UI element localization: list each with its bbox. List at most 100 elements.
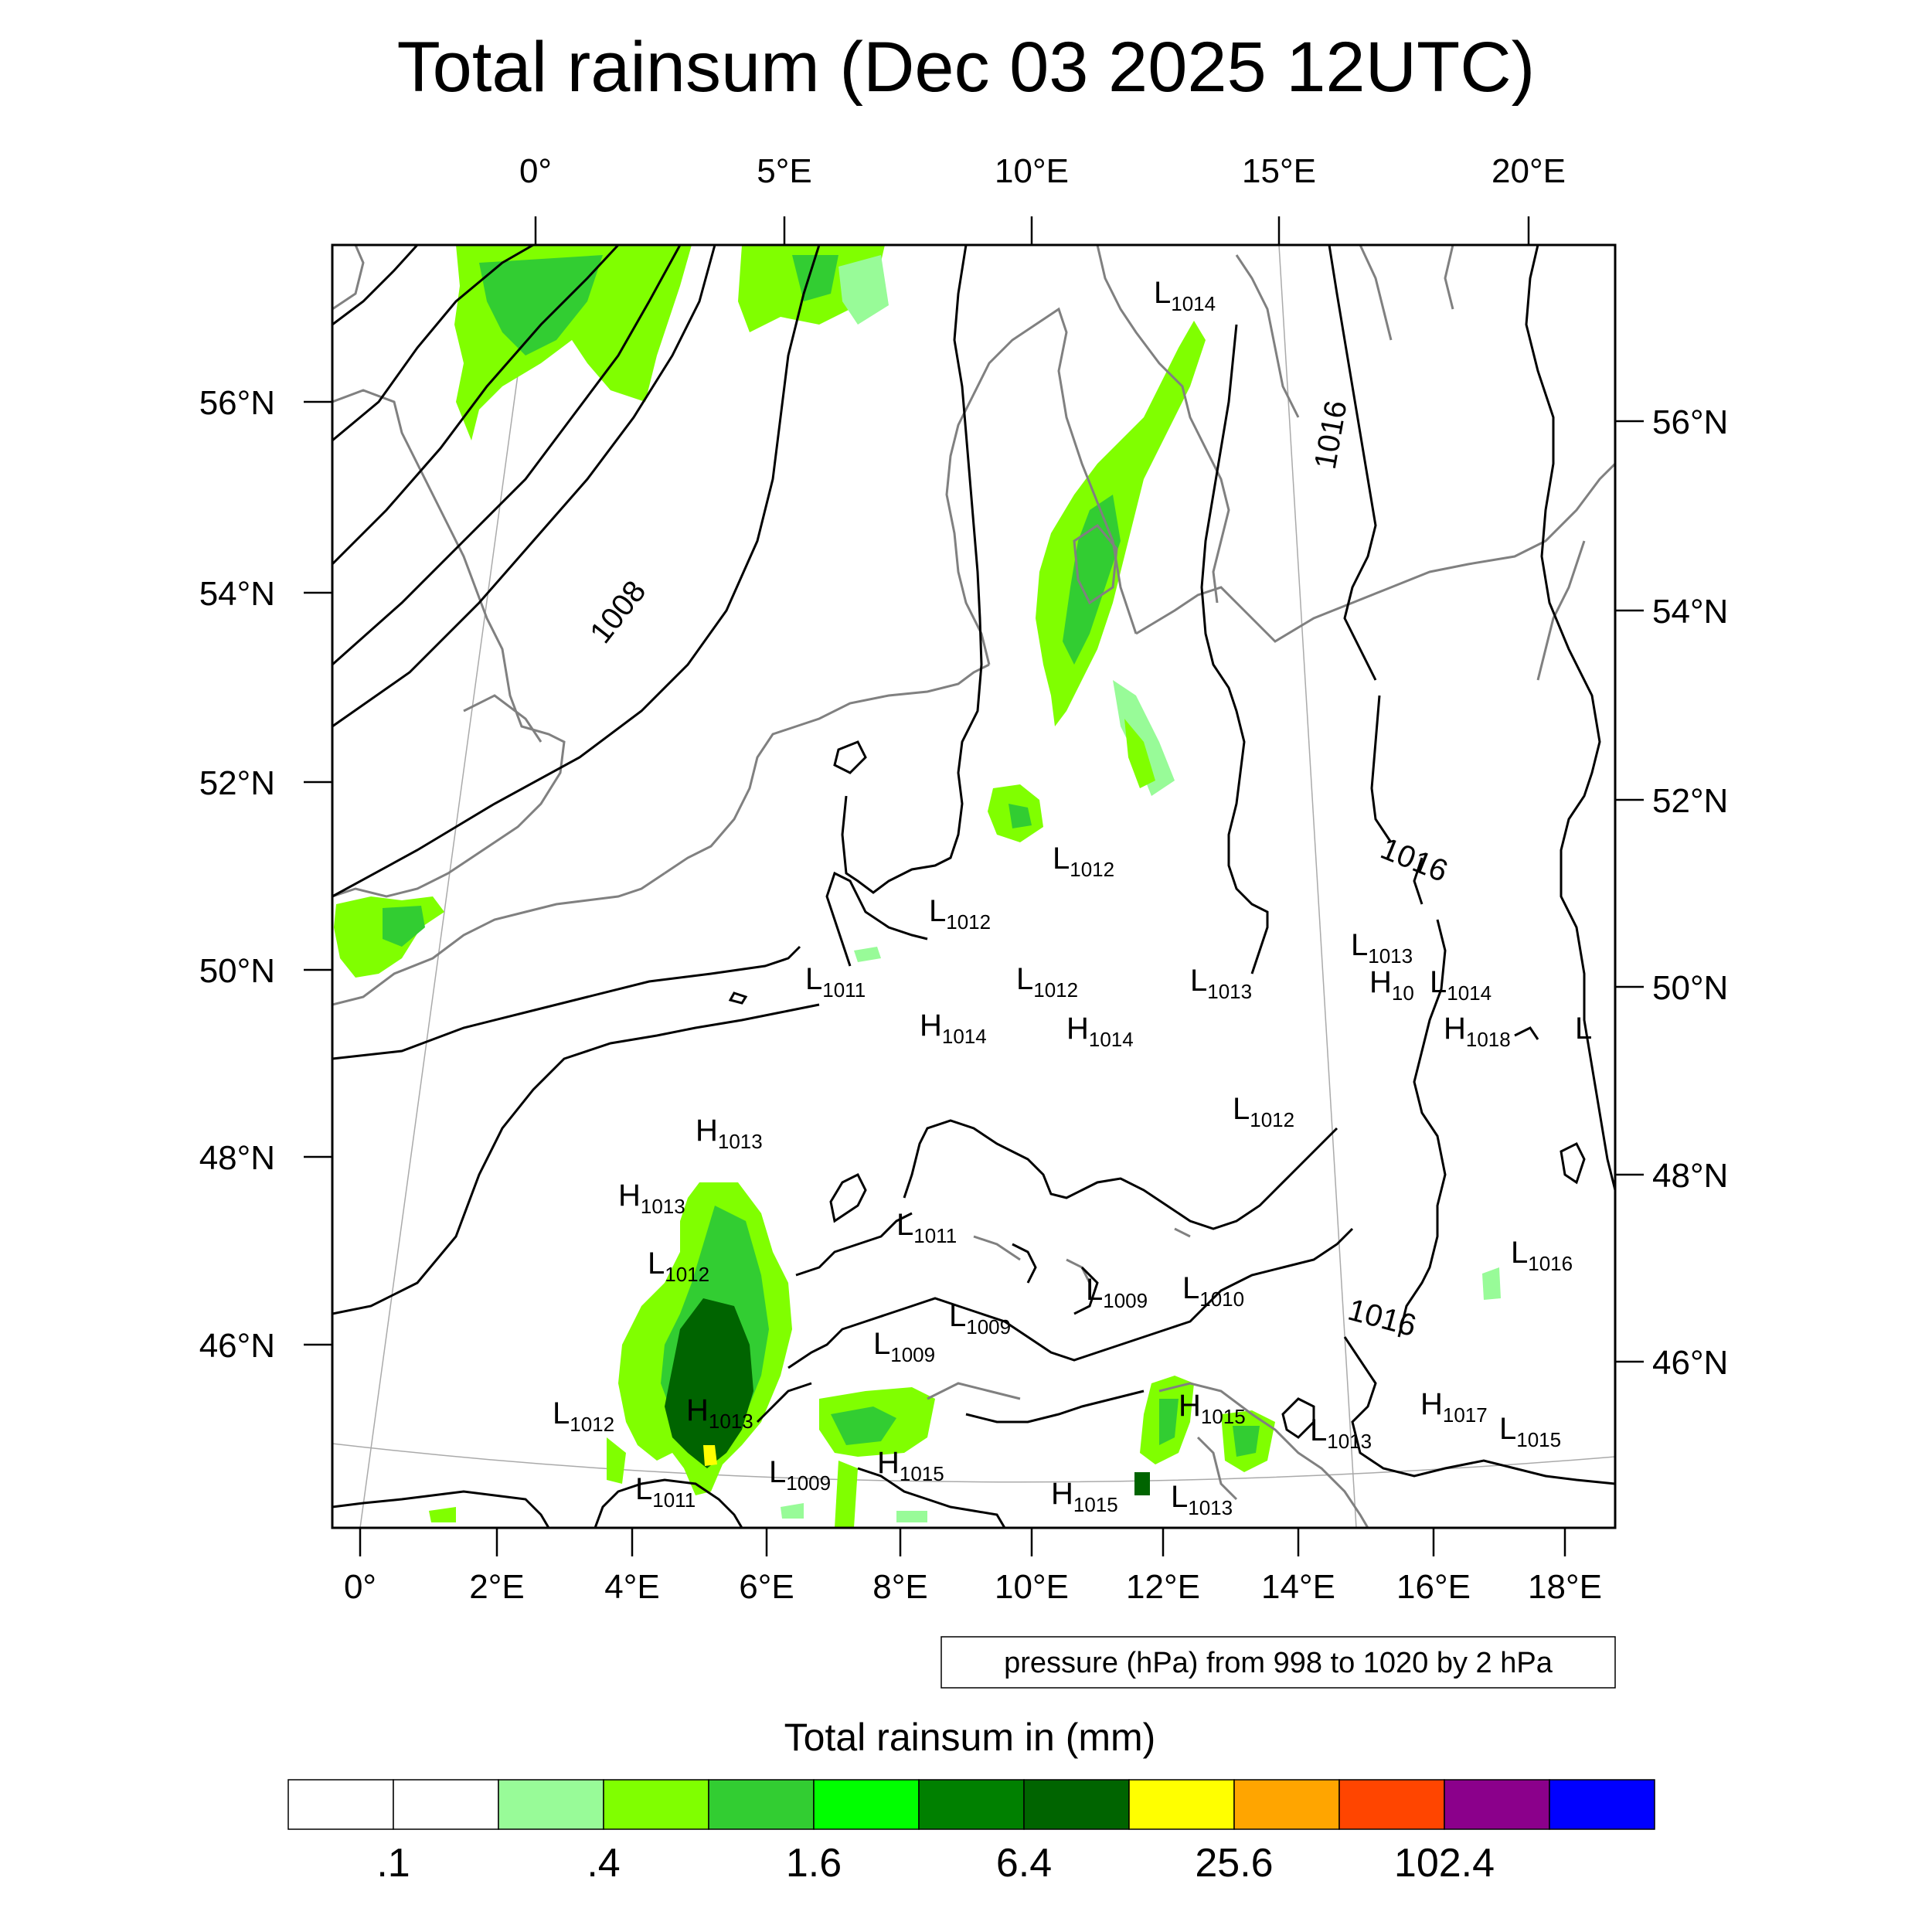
colorbar-tick-label: .4 [587,1841,620,1886]
left-lat-label: 52°N [199,764,275,802]
right-lat-label: 48°N [1652,1157,1728,1195]
colorbar-swatch [1444,1779,1550,1830]
pressure-center: L1009 [873,1327,935,1366]
colorbar-swatch [498,1779,604,1830]
coastlines [332,245,1615,1528]
colorbar-tick-label: 6.4 [996,1841,1052,1886]
colorbar-swatch [708,1779,815,1830]
colorbar-swatch [1128,1779,1235,1830]
colorbar-tick-labels: .1 .4 1.6 6.4 25.6 102.4 [376,1841,1495,1886]
bottom-lon-label: 12°E [1126,1568,1200,1606]
rain-area [854,947,881,962]
pressure-center: L1011 [805,962,866,1002]
rain-area [703,1445,717,1466]
colorbar-swatch [1023,1779,1130,1830]
pressure-center: H1013 [696,1114,763,1153]
bottom-lon-label: 8°E [872,1568,927,1606]
colorbar-tick-label: .1 [376,1841,410,1886]
graticule [332,245,1615,1528]
pressure-center: L [1575,1012,1592,1046]
top-lon-label: 20°E [1492,152,1566,190]
pressure-center: H1017 [1420,1387,1488,1427]
pressure-center: L1009 [949,1299,1011,1338]
pressure-center: H1015 [1179,1389,1246,1428]
top-longitude-labels: 0° 5°E 10°E 15°E 20°E [519,152,1566,190]
pressure-center: H1014 [920,1009,987,1048]
right-lat-label: 46°N [1652,1344,1728,1382]
right-lat-label: 52°N [1652,782,1728,820]
pressure-center: L1016 [1511,1236,1573,1275]
top-lon-label: 15°E [1242,152,1316,190]
top-lon-label: 0° [519,152,552,190]
precipitation-field [334,245,1501,1528]
pressure-center: L1014 [1154,276,1216,315]
pressure-center: L1013 [1171,1480,1233,1519]
colorbar-swatch [813,1779,920,1830]
colorbar-tick-label: 1.6 [786,1841,842,1886]
right-lat-label: 54°N [1652,593,1728,631]
rain-area [1009,804,1032,828]
pressure-center: L1010 [1182,1271,1244,1311]
rain-area [429,1507,456,1522]
axis-ticks [304,216,1644,1556]
map-frame [331,243,1617,1529]
pressure-center: L1014 [1430,965,1492,1005]
left-lat-label: 46°N [199,1327,275,1365]
figure-title: Total rainsum (Dec 03 2025 12UTC) [397,28,1536,107]
pressure-center: H1015 [1051,1477,1118,1516]
pressure-center: L1012 [648,1247,709,1286]
rain-area [1482,1267,1501,1300]
isobar-label: 1008 [583,574,652,649]
isobar-label: 1016 [1345,1293,1420,1344]
pressure-center: L1011 [896,1208,957,1247]
rain-area [1159,1399,1179,1445]
colorbar-swatch [1233,1779,1340,1830]
left-lat-label: 54°N [199,575,275,613]
rain-area [1124,719,1155,788]
rain-area [896,1511,927,1522]
rain-area [1113,680,1175,796]
bottom-lon-label: 2°E [469,1568,524,1606]
rain-area [835,1461,858,1528]
pressure-center: L1012 [1053,842,1114,881]
right-lat-label: 50°N [1652,969,1728,1007]
rain-area [831,1406,896,1445]
pressure-center: L1011 [635,1472,696,1512]
pressure-center: H1013 [618,1179,685,1218]
pressure-center: H1014 [1066,1012,1134,1051]
pressure-center: L1012 [1233,1092,1294,1131]
colorbar [287,1779,1655,1830]
isobars [332,245,1615,1528]
pressure-center: L1015 [1499,1412,1561,1451]
pressure-info-text: pressure (hPa) from 998 to 1020 by 2 hPa [1004,1647,1553,1679]
rain-area [665,1298,753,1468]
left-lat-label: 56°N [199,384,275,422]
right-latitude-labels: 56°N 54°N 52°N 50°N 48°N 46°N [1652,403,1728,1382]
pressure-center: H1018 [1444,1012,1511,1051]
rain-area [479,255,603,355]
pressure-center: L1013 [1310,1413,1372,1453]
colorbar-swatch [1549,1779,1655,1830]
bottom-lon-label: 4°E [604,1568,659,1606]
rain-area [383,906,425,947]
rain-area [781,1503,804,1519]
colorbar-swatch [603,1779,709,1830]
rain-area [838,255,889,325]
top-lon-label: 5°E [757,152,811,190]
rain-area [607,1437,626,1484]
pressure-center: L1013 [1351,928,1413,968]
left-lat-label: 48°N [199,1139,275,1177]
colorbar-swatch [918,1779,1025,1830]
top-lon-label: 10°E [995,152,1069,190]
rain-area [1233,1426,1260,1457]
pressure-center: L1012 [929,894,991,934]
left-lat-label: 50°N [199,952,275,990]
bottom-longitude-labels: 0° 2°E 4°E 6°E 8°E 10°E 12°E 14°E 16°E 1… [344,1568,1602,1606]
left-latitude-labels: 56°N 54°N 52°N 50°N 48°N 46°N [199,384,275,1365]
bottom-lon-label: 18°E [1528,1568,1602,1606]
rain-area [792,255,838,301]
bottom-lon-label: 10°E [995,1568,1069,1606]
map-panel: 1008 1016 1016 1016 L1014 L1012 L1012 L1… [304,216,1644,1556]
colorbar-swatch [1338,1779,1445,1830]
